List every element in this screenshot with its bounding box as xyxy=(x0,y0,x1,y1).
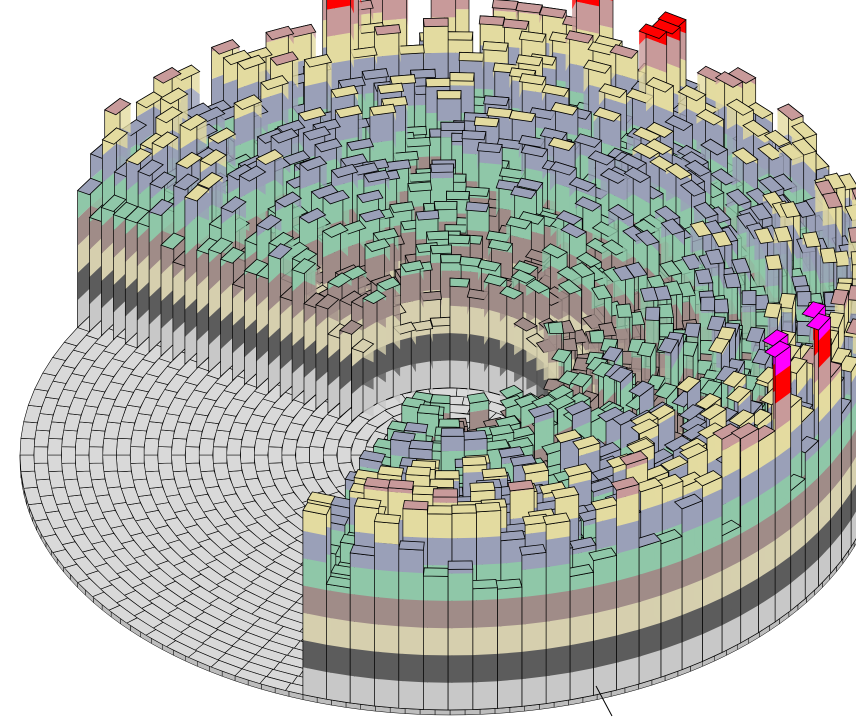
floor-skirt xyxy=(464,709,481,716)
bar-top xyxy=(458,51,485,62)
bar-top xyxy=(422,17,449,28)
floor-skirt xyxy=(434,709,451,716)
floor-cell xyxy=(74,438,91,456)
bar-top xyxy=(405,136,431,148)
floor-cell xyxy=(309,446,324,464)
floor-cell xyxy=(171,454,187,473)
bar-band xyxy=(423,25,449,54)
bar-band xyxy=(431,0,456,18)
floor-skirt xyxy=(449,709,466,716)
floor-cell xyxy=(143,437,160,456)
bar-top xyxy=(436,90,462,100)
floor-cell xyxy=(185,446,200,464)
floor-cell xyxy=(61,462,78,481)
floor-cell xyxy=(337,446,352,464)
bar-top xyxy=(483,95,510,107)
floor-cell xyxy=(19,437,36,456)
bar-top xyxy=(398,44,425,55)
bar-band xyxy=(382,0,407,21)
floor-skirt xyxy=(419,709,436,716)
floor-cell xyxy=(74,454,91,472)
bar-top xyxy=(449,72,475,82)
floor-cell xyxy=(130,446,145,464)
floor-cell xyxy=(61,429,78,448)
floor-cell xyxy=(143,454,160,473)
bar-band xyxy=(326,5,351,37)
floor-cell xyxy=(212,446,228,464)
floor-cell xyxy=(115,454,132,473)
floor-cell xyxy=(267,446,283,464)
floor-cell xyxy=(198,454,215,473)
floor-cell xyxy=(47,438,63,456)
floor-cell xyxy=(33,429,50,448)
floor-cell xyxy=(240,446,255,464)
floor-cell xyxy=(253,438,270,456)
bar-top xyxy=(373,24,402,36)
bar-top xyxy=(486,107,513,119)
floor-cell xyxy=(102,454,118,472)
bar-top xyxy=(473,116,500,128)
floor-cell xyxy=(33,446,49,464)
bar-top xyxy=(491,0,519,10)
floor-cell xyxy=(115,437,132,456)
floor-cell xyxy=(20,421,38,440)
bar-band xyxy=(576,1,600,34)
floor-cell xyxy=(226,454,243,472)
floor-cell xyxy=(157,446,172,464)
floor-cell xyxy=(88,429,106,448)
floor-cell xyxy=(33,462,50,481)
floor-cell xyxy=(198,437,215,456)
bar-top xyxy=(482,41,509,52)
floor-cell xyxy=(226,438,243,456)
bar-top xyxy=(440,121,466,131)
floor-cell xyxy=(253,454,270,472)
bar-top xyxy=(389,74,417,86)
floor-cell xyxy=(102,438,118,456)
floor-cell xyxy=(171,437,187,456)
bar-top xyxy=(425,77,451,88)
floor-cell xyxy=(295,446,310,464)
floor-cell xyxy=(19,454,36,473)
floor-cell xyxy=(88,446,104,464)
bar-band xyxy=(369,112,394,144)
floor-cell xyxy=(61,446,76,464)
floor-cell xyxy=(88,462,106,481)
bar-top xyxy=(447,31,474,41)
floor-cell xyxy=(47,454,63,472)
bar-top xyxy=(478,15,506,26)
